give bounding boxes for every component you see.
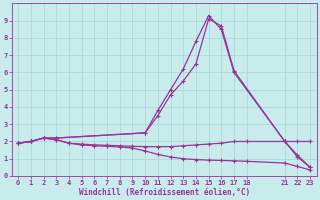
X-axis label: Windchill (Refroidissement éolien,°C): Windchill (Refroidissement éolien,°C) — [79, 188, 250, 197]
